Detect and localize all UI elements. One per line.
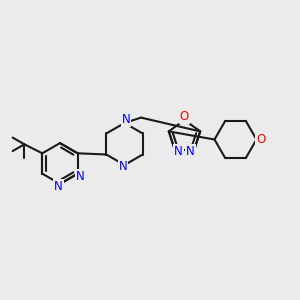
Text: N: N [118, 160, 127, 173]
Text: O: O [256, 133, 266, 146]
Text: O: O [180, 110, 189, 123]
Text: N: N [76, 169, 85, 183]
Text: N: N [122, 113, 130, 126]
Text: N: N [174, 145, 183, 158]
Text: N: N [54, 180, 63, 194]
Text: N: N [186, 145, 195, 158]
